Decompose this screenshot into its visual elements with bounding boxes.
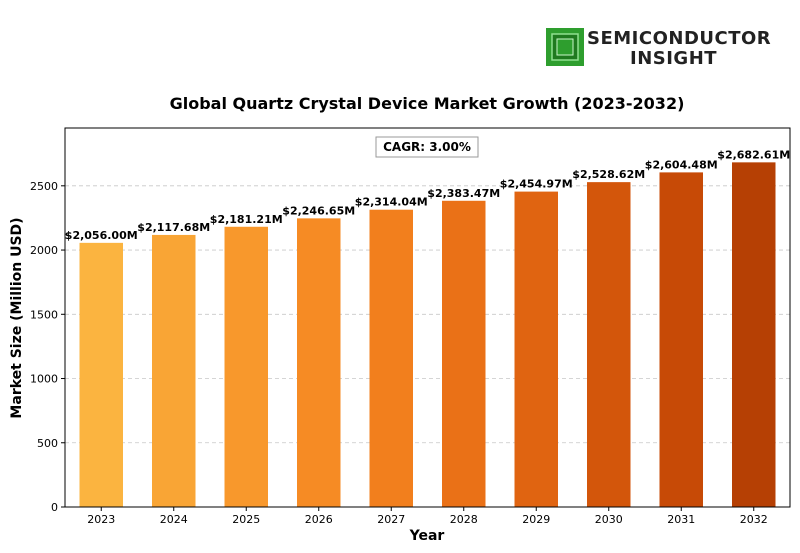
y-axis-label: Market Size (Million USD): [9, 217, 25, 418]
bar-2026: [297, 218, 341, 507]
bar-value-label: $2,528.62M: [572, 168, 645, 181]
bar-value-label: $2,181.21M: [210, 213, 283, 226]
bar-2031: [659, 172, 703, 507]
bar-2032: [732, 162, 776, 507]
logo-line-2: INSIGHT: [630, 48, 717, 68]
bar-2025: [224, 226, 268, 508]
chart-title: Global Quartz Crystal Device Market Grow…: [170, 94, 685, 113]
bar-value-label: $2,383.47M: [427, 187, 500, 200]
y-axis: 0 500 1000 1500 2000 2500: [30, 180, 65, 514]
cagr-annotation: CAGR: 3.00%: [375, 136, 479, 158]
bar-2030: [587, 182, 631, 508]
brand-logo: SEMICONDUCTOR INSIGHT: [546, 28, 771, 68]
x-tick-label: 2023: [87, 513, 115, 526]
y-tick-label: 2500: [30, 180, 58, 193]
y-tick-label: 500: [37, 437, 58, 450]
x-axis: 2023 2024 2025 2026 2027 2028 2029 2030 2031 2032: [87, 507, 768, 526]
y-tick-label: 0: [51, 501, 58, 514]
x-tick-label: 2032: [740, 513, 768, 526]
x-axis-label: Year: [409, 528, 445, 544]
y-tick-label: 2000: [30, 244, 58, 257]
bar-value-label: $2,246.65M: [282, 204, 355, 217]
logo-line-1: SEMICONDUCTOR: [587, 28, 771, 49]
bar-value-label: $2,117.68M: [137, 221, 210, 234]
y-tick-label: 1500: [30, 308, 58, 321]
bar-2024: [152, 234, 196, 508]
x-tick-label: 2024: [160, 513, 188, 526]
cagr-text: CAGR: 3.00%: [383, 140, 471, 154]
x-tick-label: 2026: [305, 513, 333, 526]
bar-2023: [79, 242, 123, 508]
bar-value-label: $2,314.04M: [355, 196, 428, 209]
bars-group: $2,056.00M$2,117.68M$2,181.21M$2,246.65M…: [65, 148, 790, 508]
bar-2029: [514, 191, 558, 508]
chip-icon: [546, 28, 584, 66]
x-tick-label: 2027: [377, 513, 405, 526]
bar-2028: [442, 200, 486, 507]
y-tick-label: 1000: [30, 373, 58, 386]
x-tick-label: 2029: [522, 513, 550, 526]
x-tick-label: 2025: [232, 513, 260, 526]
x-tick-label: 2030: [595, 513, 623, 526]
bar-value-label: $2,454.97M: [500, 178, 573, 191]
x-tick-label: 2031: [667, 513, 695, 526]
bar-value-label: $2,056.00M: [65, 229, 138, 242]
bar-value-label: $2,604.48M: [645, 158, 718, 171]
x-tick-label: 2028: [450, 513, 478, 526]
plot-frame: [64, 127, 791, 508]
bar-2027: [369, 209, 413, 507]
bar-value-label: $2,682.61M: [717, 148, 790, 161]
